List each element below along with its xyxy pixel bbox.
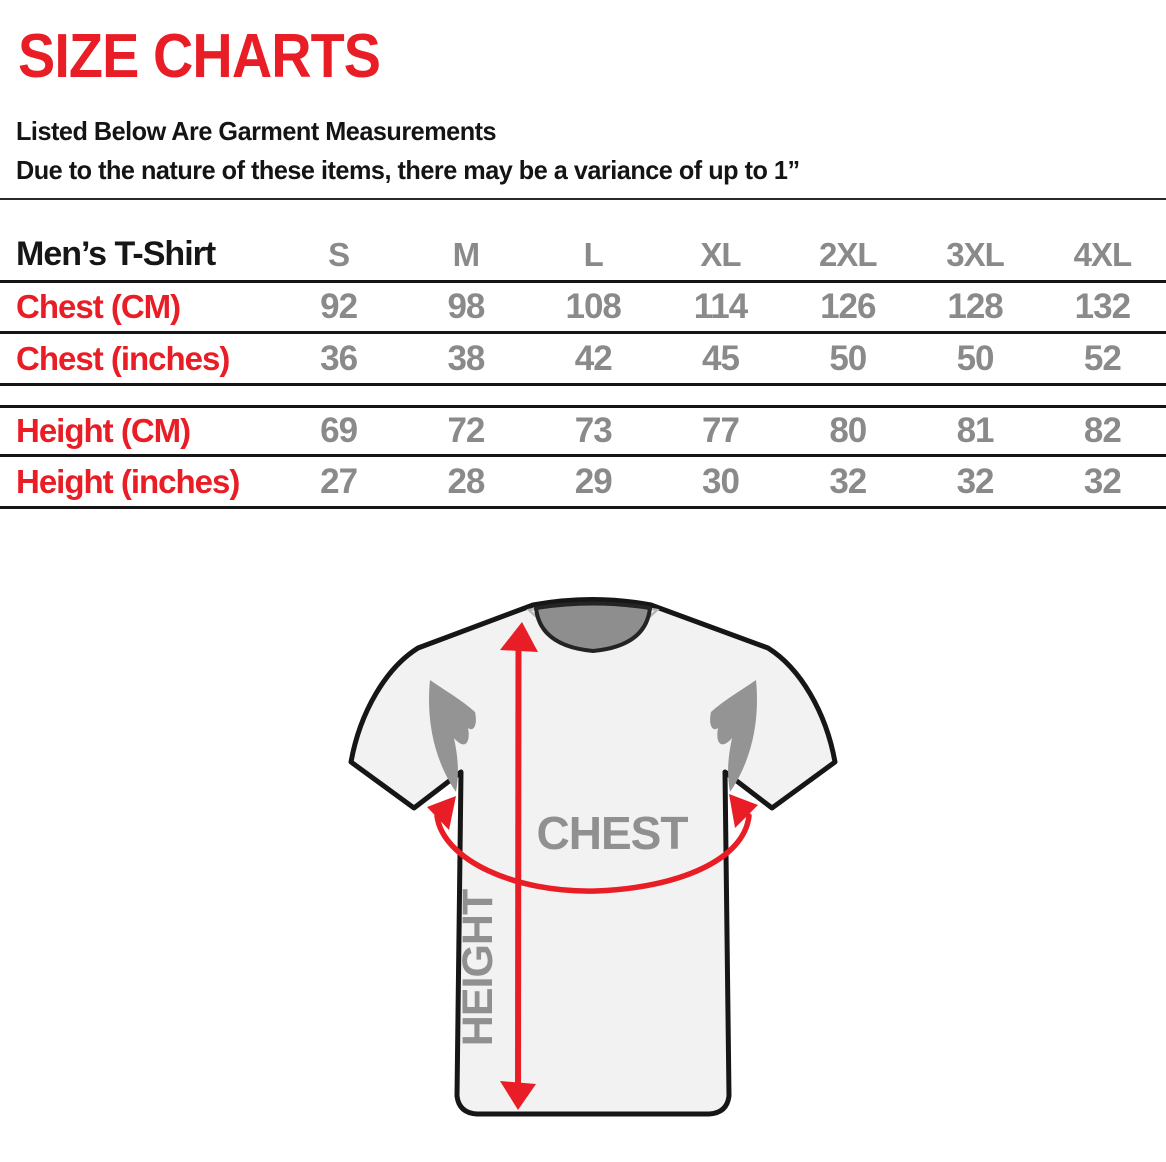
value-cell: 29 (574, 461, 613, 501)
value-cell: 77 (702, 411, 740, 450)
height-arrowhead-top (500, 622, 538, 652)
value-cell: 98 (447, 287, 485, 326)
chest-label: CHEST (537, 807, 689, 859)
value-cell: 50 (956, 338, 995, 378)
value-cell: 50 (829, 338, 867, 378)
table-header-row: Men’s T-Shirt S M L XL 2XL 3XL 4XL (0, 200, 1166, 283)
value-cell: 69 (320, 411, 358, 450)
value-cell: 27 (320, 461, 358, 501)
size-header-2xl: 2XL (819, 236, 878, 273)
value-cell: 30 (702, 461, 740, 501)
size-header-xl: XL (700, 236, 741, 273)
chest-arrowhead-left (427, 796, 456, 830)
value-cell: 45 (702, 338, 740, 378)
row-label: Height (inches) (16, 462, 240, 500)
value-cell: 132 (1074, 287, 1131, 326)
table-row-chest-inches: Chest (inches) 36 38 42 45 50 50 52 (0, 334, 1166, 386)
row-label: Chest (CM) (16, 288, 181, 325)
value-cell: 28 (447, 461, 485, 501)
table-row-chest-cm: Chest (CM) 92 98 108 114 126 128 132 (0, 283, 1166, 334)
size-header-m: M (452, 236, 481, 273)
value-cell: 52 (1083, 338, 1122, 378)
size-header-4xl: 4XL (1073, 236, 1133, 273)
value-cell: 114 (693, 287, 748, 326)
size-header-s: S (328, 236, 350, 273)
size-header-3xl: 3XL (946, 236, 1005, 273)
chest-measure-arrow (434, 813, 752, 894)
subtitle-measurements: Listed Below Are Garment Measurements (16, 116, 497, 146)
page-title: SIZE CHARTS (18, 22, 381, 91)
size-table: Men’s T-Shirt S M L XL 2XL 3XL 4XL Chest… (0, 198, 1166, 509)
value-cell: 80 (829, 411, 867, 450)
value-cell: 38 (447, 338, 485, 378)
value-cell: 108 (565, 287, 622, 326)
table-spacer-row (0, 386, 1166, 408)
collar-opening (534, 601, 652, 653)
left-underarm-shading (429, 680, 476, 792)
value-cell: 82 (1083, 411, 1122, 450)
value-cell: 128 (947, 287, 1003, 326)
value-cell: 81 (956, 411, 995, 450)
value-cell: 92 (320, 287, 358, 326)
height-measure-arrow (515, 643, 522, 1093)
value-cell: 42 (574, 338, 613, 378)
value-cell: 32 (956, 461, 995, 501)
tshirt-measurement-diagram: CHEST HEIGHT (348, 597, 838, 1117)
table-row-height-inches: Height (inches) 27 28 29 30 32 32 32 (0, 457, 1166, 509)
height-arrowhead-bottom (500, 1081, 536, 1110)
value-cell: 36 (320, 338, 358, 378)
chest-arrowhead-right (729, 794, 758, 828)
right-underarm-shading (710, 680, 757, 792)
subtitle-variance: Due to the nature of these items, there … (16, 155, 800, 185)
size-header-l: L (583, 236, 604, 273)
row-label: Chest (inches) (16, 339, 230, 377)
table-top-rule (0, 198, 1166, 200)
value-cell: 32 (829, 461, 867, 501)
value-cell: 126 (820, 287, 876, 326)
value-cell: 32 (1083, 461, 1122, 501)
height-label: HEIGHT (454, 889, 502, 1046)
row-label: Height (CM) (16, 412, 191, 449)
product-name: Men’s T-Shirt (16, 235, 216, 273)
value-cell: 73 (574, 411, 613, 450)
table-row-height-cm: Height (CM) 69 72 73 77 80 81 82 (0, 408, 1166, 457)
value-cell: 72 (447, 411, 485, 450)
